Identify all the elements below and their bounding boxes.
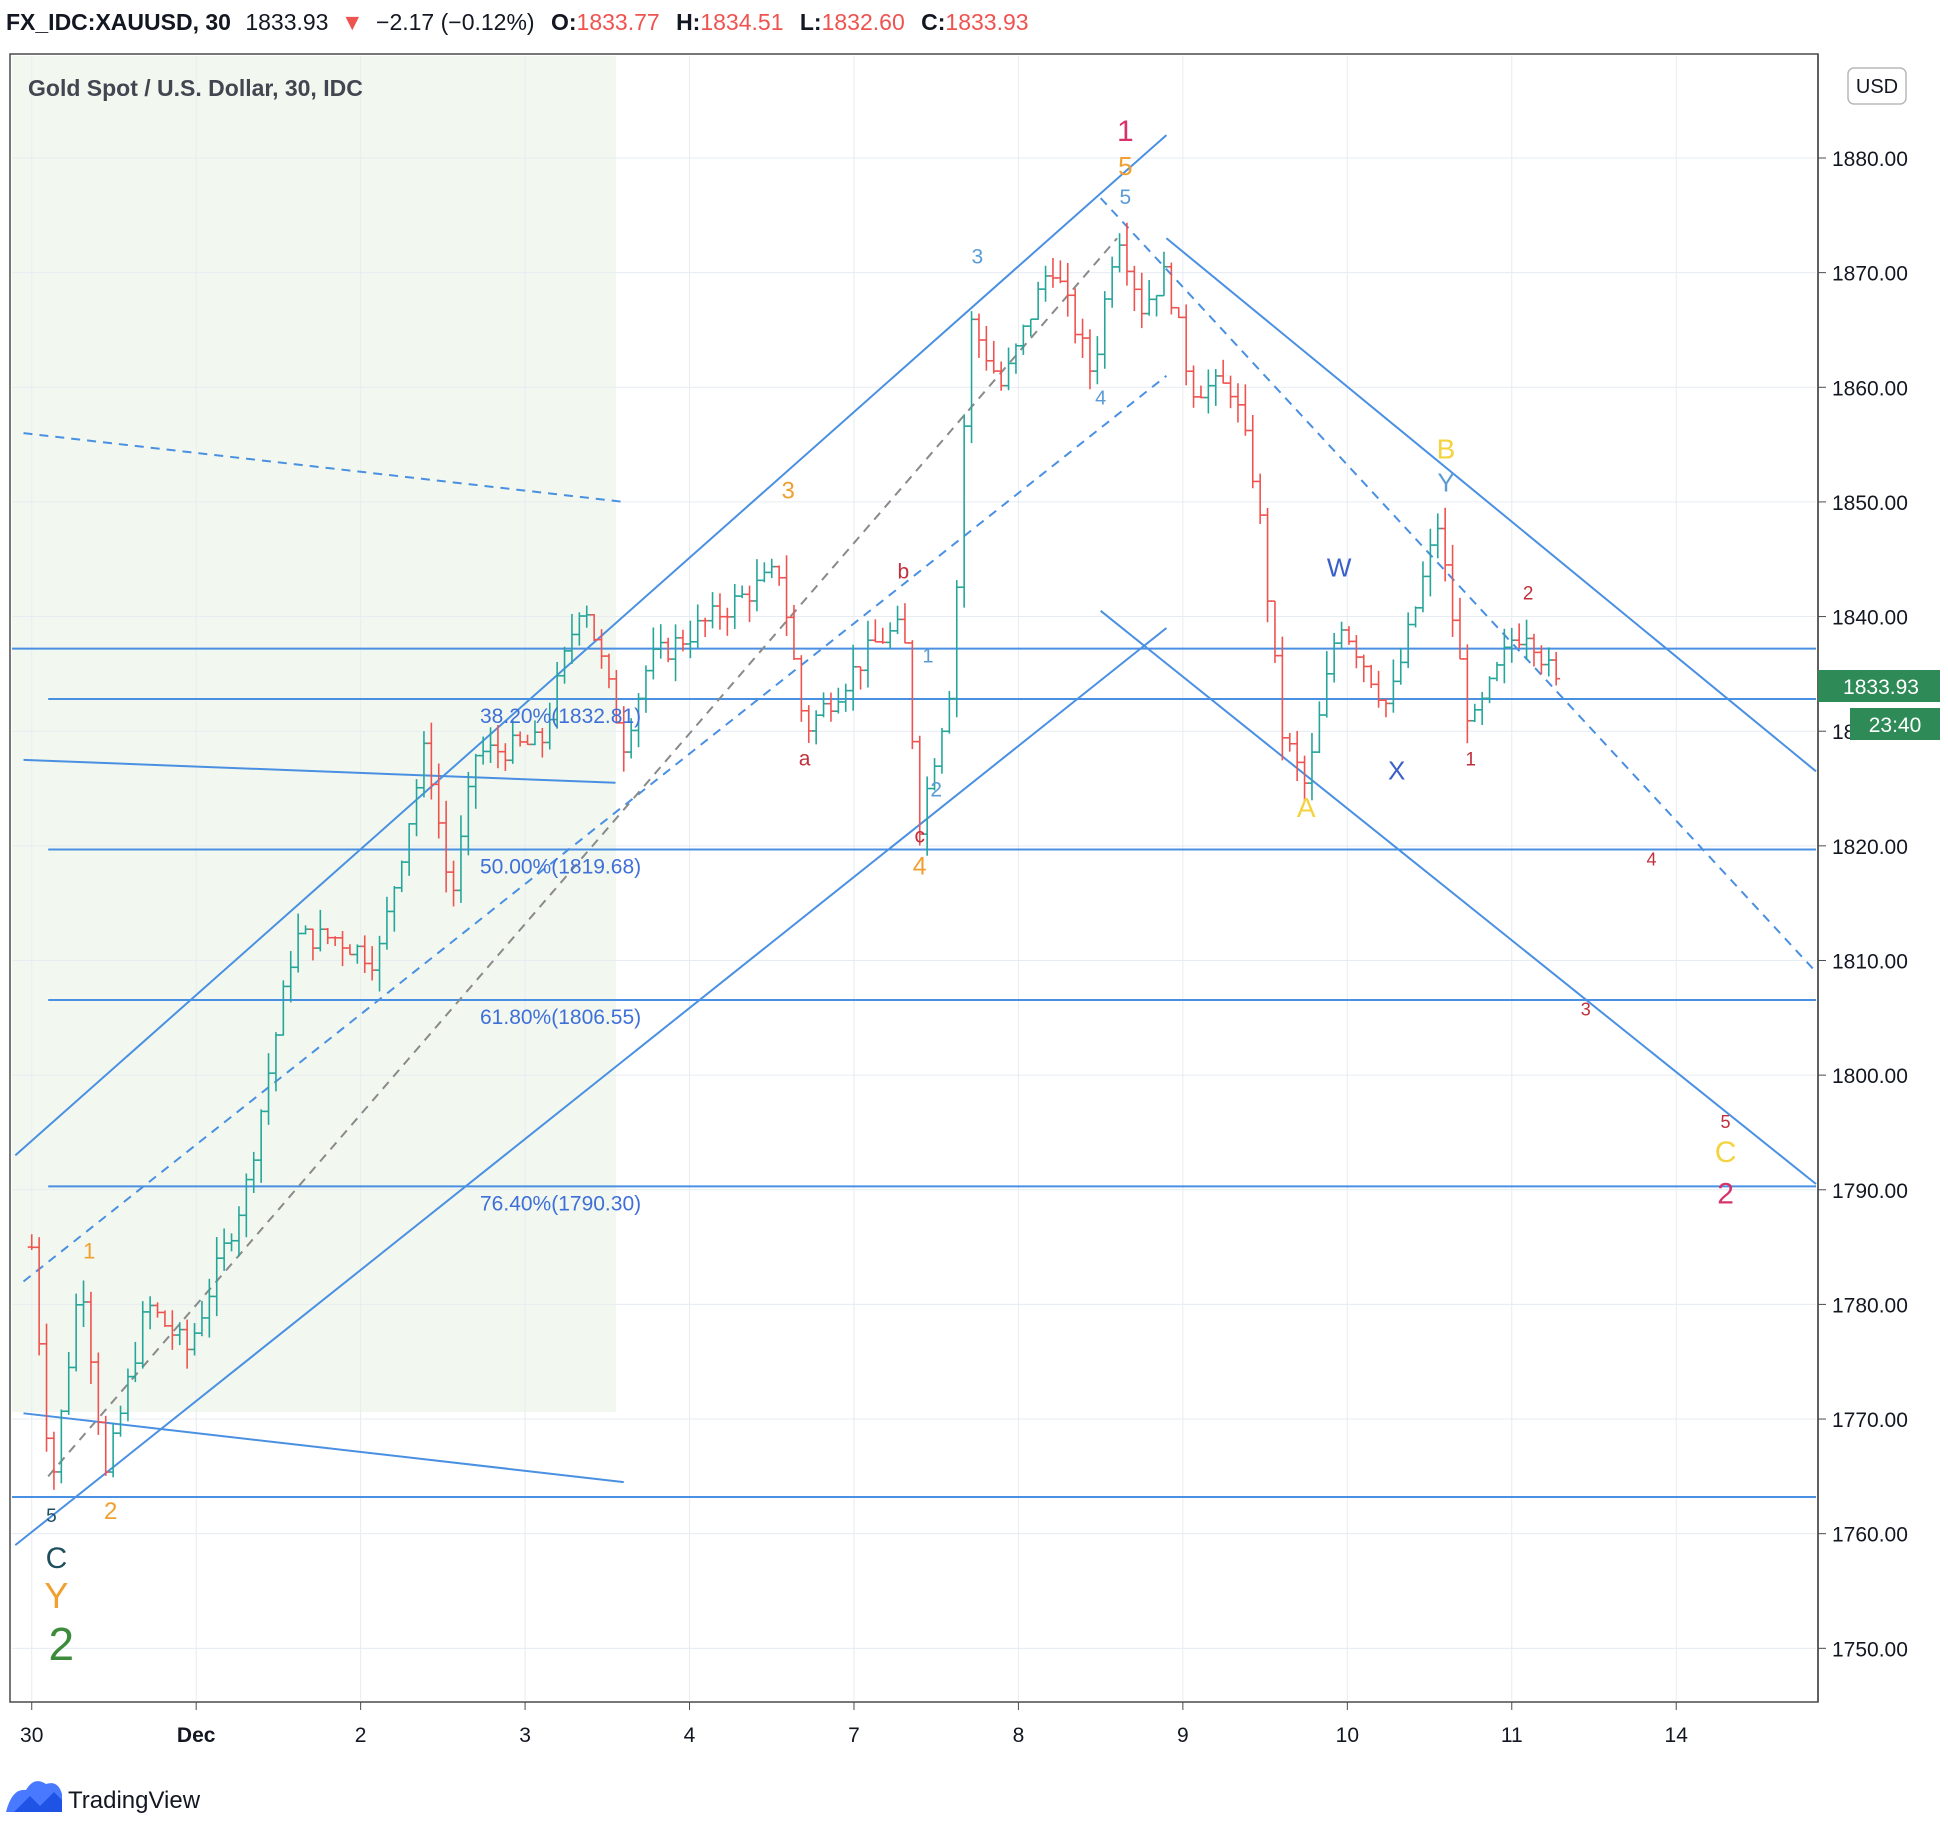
time-tick-label: 10 (1336, 1724, 1359, 1747)
wave-label: 3 (782, 477, 795, 504)
price-tick-label: 1870.00 (1832, 263, 1908, 286)
trendline (22, 375, 1168, 1283)
wave-label: 4 (1095, 387, 1106, 409)
price-tick-label: 1810.00 (1832, 950, 1908, 973)
wave-label: 3 (971, 245, 983, 268)
wave-label: 4 (913, 853, 927, 881)
chart-header: FX_IDC:XAUUSD, 30 1833.93 ▼ −2.17 (−0.12… (6, 9, 1029, 35)
trendlines (14, 134, 1817, 1546)
wave-label: C (1715, 1136, 1737, 1169)
price-badge-bg (1818, 670, 1940, 702)
wave-label: 5 (1721, 1112, 1731, 1132)
wave-label: B (1437, 433, 1456, 464)
time-tick-label: 7 (848, 1724, 860, 1747)
wave-label: 3 (1581, 1000, 1591, 1020)
wave-label: 1 (1117, 115, 1134, 148)
trendline (14, 134, 1168, 1157)
time-tick-label: 2 (355, 1724, 367, 1747)
brand-name[interactable]: TradingView (68, 1787, 201, 1814)
header-last: 1833.93 (245, 9, 328, 35)
fib-level-label: 61.80%(1806.55) (480, 1006, 641, 1029)
horizontal-levels (12, 647, 1816, 1498)
fib-level-label: 38.20%(1832.81) (480, 705, 641, 728)
candles (27, 222, 1561, 1490)
time-axis[interactable]: 30 Dec 2 3 4 7 8 9 10 11 14 (20, 1702, 1688, 1747)
price-tick-label: 1840.00 (1832, 607, 1908, 630)
wave-label: a (799, 748, 811, 771)
currency-button[interactable] (1847, 67, 1907, 105)
wave-label: A (1297, 792, 1316, 823)
fib-level-label: 50.00%(1819.68) (480, 856, 641, 879)
time-tick-label: 14 (1665, 1724, 1689, 1747)
wave-label: 5 (1119, 186, 1131, 209)
header-high-label: H: (676, 9, 700, 35)
wave-label: 2 (930, 779, 942, 802)
wave-label: 5 (1118, 151, 1132, 181)
header-open-label: O: (551, 9, 577, 35)
wave-label: 2 (1717, 1178, 1734, 1211)
wave-label: Y (1437, 468, 1454, 498)
price-tick-label: 1750.00 (1832, 1638, 1908, 1661)
price-axis[interactable]: 1750.00 1760.00 1770.00 1780.00 1790.00 1800.… (1818, 148, 1908, 1661)
header-symbol: FX_IDC:XAUUSD, 30 (6, 9, 231, 35)
legend-title: Gold Spot / U.S. Dollar, 30, IDC (28, 75, 363, 101)
wave-label: 5 (46, 1506, 57, 1527)
time-tick-label: 11 (1501, 1724, 1523, 1747)
price-tick-label: 1800.00 (1832, 1065, 1908, 1088)
wave-label: C (46, 1542, 68, 1575)
wave-label: 2 (49, 1618, 75, 1670)
header-close: 1833.93 (945, 9, 1028, 35)
fib-labels: 38.20%(1832.81) 50.00%(1819.68) 61.80%(180… (480, 705, 641, 1215)
wave-label: 1 (1465, 750, 1476, 771)
wave-label: 2 (1523, 583, 1534, 604)
price-tick-label: 1790.00 (1832, 1180, 1908, 1203)
wave-label: 1 (922, 645, 933, 667)
wave-label: 4 (1647, 849, 1657, 869)
header-arrow: ▼ (341, 9, 364, 35)
price-tick-label: 1770.00 (1832, 1409, 1908, 1432)
price-tick-label: 1820.00 (1832, 836, 1908, 859)
fib-level-label: 76.40%(1790.30) (480, 1192, 641, 1215)
trendline (23, 758, 616, 784)
header-low-label: L: (800, 9, 822, 35)
price-tick-label: 1760.00 (1832, 1524, 1908, 1547)
time-tick-label: Dec (177, 1724, 216, 1747)
currency-button-label: USD (1856, 76, 1898, 98)
time-tick-label: 8 (1013, 1724, 1025, 1747)
price-badge: 1833.93 (1843, 676, 1919, 699)
header-low: 1832.60 (822, 9, 905, 35)
trendline (47, 237, 1118, 1478)
time-tick-label: 4 (684, 1724, 696, 1747)
price-tick-label: 1860.00 (1832, 377, 1908, 400)
wave-label: W (1327, 552, 1352, 582)
grid (12, 56, 1816, 1700)
wave-label: 2 (104, 1498, 117, 1525)
header-close-label: C: (921, 9, 945, 35)
price-tick-label: 1780.00 (1832, 1294, 1908, 1317)
wave-label: Y (44, 1575, 68, 1616)
time-tick-label: 30 (20, 1724, 43, 1747)
tradingview-logo-icon[interactable] (6, 1781, 62, 1812)
time-tick-label: 3 (519, 1724, 531, 1747)
trendline (23, 1412, 624, 1484)
trendline (14, 627, 1168, 1546)
header-open: 1833.77 (577, 9, 660, 35)
price-tick-label: 1880.00 (1832, 148, 1908, 171)
wave-label: X (1388, 755, 1405, 785)
trendline (1165, 237, 1817, 773)
header-change: −2.17 (−0.12%) (376, 9, 535, 35)
header-high: 1834.51 (700, 9, 783, 35)
wave-label: 1 (83, 1239, 95, 1264)
wave-label: c (915, 824, 926, 847)
price-tick-label: 1850.00 (1832, 492, 1908, 515)
trendline (23, 432, 624, 503)
countdown-badge: 23:40 (1869, 714, 1922, 737)
countdown-badge-bg (1850, 708, 1940, 740)
time-tick-label: 9 (1177, 1724, 1189, 1747)
wave-label: b (897, 561, 909, 584)
trendline (1100, 610, 1817, 1185)
